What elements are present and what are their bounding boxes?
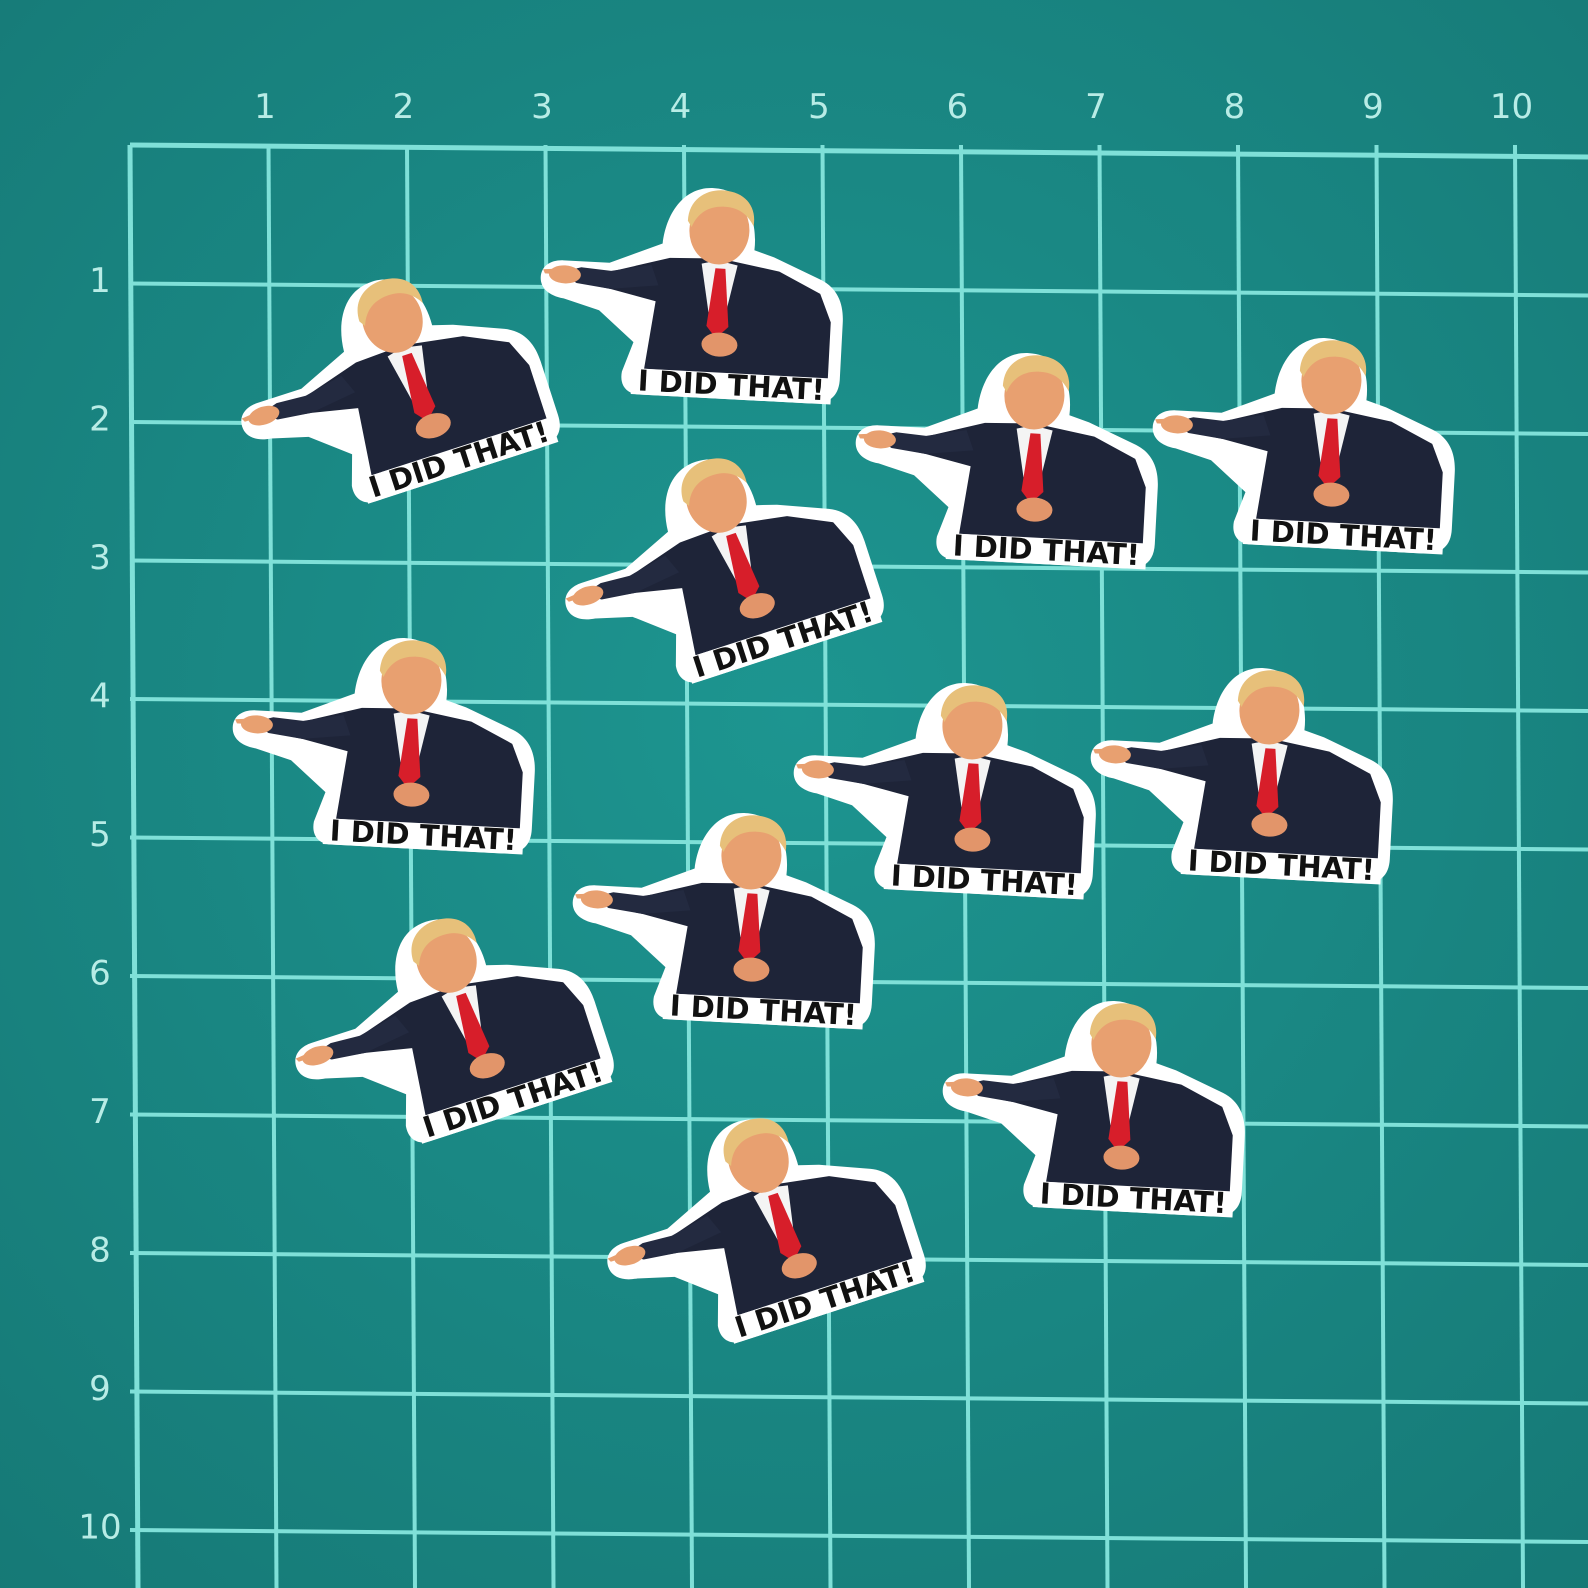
- ruler-x-label: 1: [254, 87, 276, 127]
- ruler-y-label: 6: [89, 954, 111, 994]
- ruler-y-label: 7: [89, 1092, 111, 1132]
- grid-line-vertical: [266, 144, 279, 1588]
- ruler-y-label: 5: [89, 815, 111, 855]
- ruler-x-label: 5: [808, 87, 830, 127]
- grid-line-vertical: [1097, 144, 1110, 1588]
- ruler-y-label: 10: [78, 1508, 121, 1548]
- ruler-x-label: 3: [531, 87, 553, 127]
- ruler-x-label: 8: [1224, 87, 1246, 127]
- ruler-x-label: 6: [947, 87, 969, 127]
- ruler-top: 1 2 3 4 5 6 7 8 9 10: [254, 87, 1533, 127]
- ruler-x-label: 10: [1490, 87, 1533, 127]
- ruler-y-label: 4: [89, 677, 111, 717]
- ruler-x-label: 9: [1362, 87, 1384, 127]
- grid-line-horizontal: [129, 1112, 1588, 1129]
- ruler-y-label: 1: [89, 261, 111, 301]
- ruler-left: 1 2 3 4 5 6 7 8 9 10: [78, 261, 121, 1548]
- grid-line-horizontal: [129, 1528, 1588, 1544]
- ruler-y-label: 3: [89, 538, 111, 578]
- ruler-y-label: 8: [89, 1231, 111, 1271]
- grid-line-vertical: [127, 144, 141, 1588]
- ruler-x-label: 7: [1085, 87, 1107, 127]
- ruler-y-label: 9: [89, 1369, 111, 1409]
- ruler-y-label: 2: [89, 400, 111, 440]
- grid-line-horizontal: [129, 142, 1588, 160]
- grid-line-horizontal: [129, 1389, 1588, 1406]
- ruler-x-label: 4: [670, 87, 692, 127]
- ruler-x-label: 2: [393, 87, 415, 127]
- grid-line-vertical: [1513, 144, 1525, 1588]
